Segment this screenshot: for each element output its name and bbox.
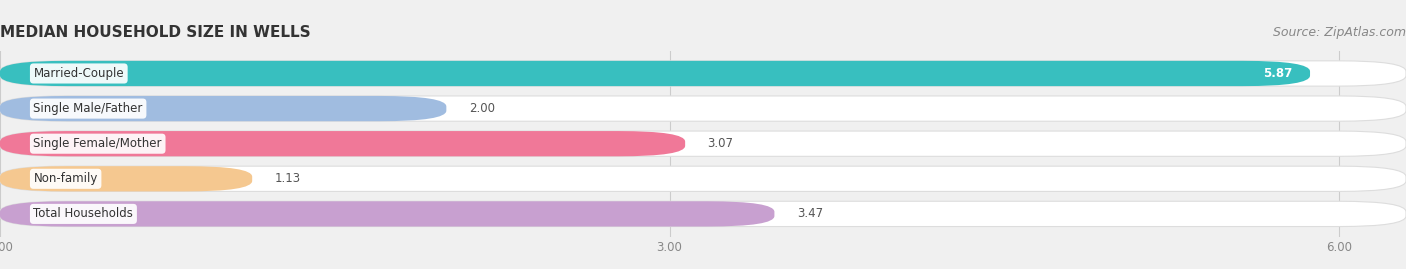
FancyBboxPatch shape	[0, 166, 252, 192]
FancyBboxPatch shape	[0, 61, 1310, 86]
FancyBboxPatch shape	[0, 131, 1406, 156]
Text: 5.87: 5.87	[1263, 67, 1292, 80]
FancyBboxPatch shape	[0, 201, 775, 226]
FancyBboxPatch shape	[0, 96, 446, 121]
FancyBboxPatch shape	[0, 61, 1406, 86]
Text: Total Households: Total Households	[34, 207, 134, 220]
FancyBboxPatch shape	[0, 96, 1406, 121]
Text: Source: ZipAtlas.com: Source: ZipAtlas.com	[1272, 26, 1406, 38]
Text: Married-Couple: Married-Couple	[34, 67, 124, 80]
Text: 3.47: 3.47	[797, 207, 823, 220]
Text: Single Female/Mother: Single Female/Mother	[34, 137, 162, 150]
Text: 2.00: 2.00	[468, 102, 495, 115]
Text: 3.07: 3.07	[707, 137, 734, 150]
FancyBboxPatch shape	[0, 131, 685, 156]
Text: Non-family: Non-family	[34, 172, 98, 185]
FancyBboxPatch shape	[0, 201, 1406, 226]
FancyBboxPatch shape	[0, 166, 1406, 192]
Text: Single Male/Father: Single Male/Father	[34, 102, 143, 115]
Text: MEDIAN HOUSEHOLD SIZE IN WELLS: MEDIAN HOUSEHOLD SIZE IN WELLS	[0, 24, 311, 40]
Text: 1.13: 1.13	[274, 172, 301, 185]
